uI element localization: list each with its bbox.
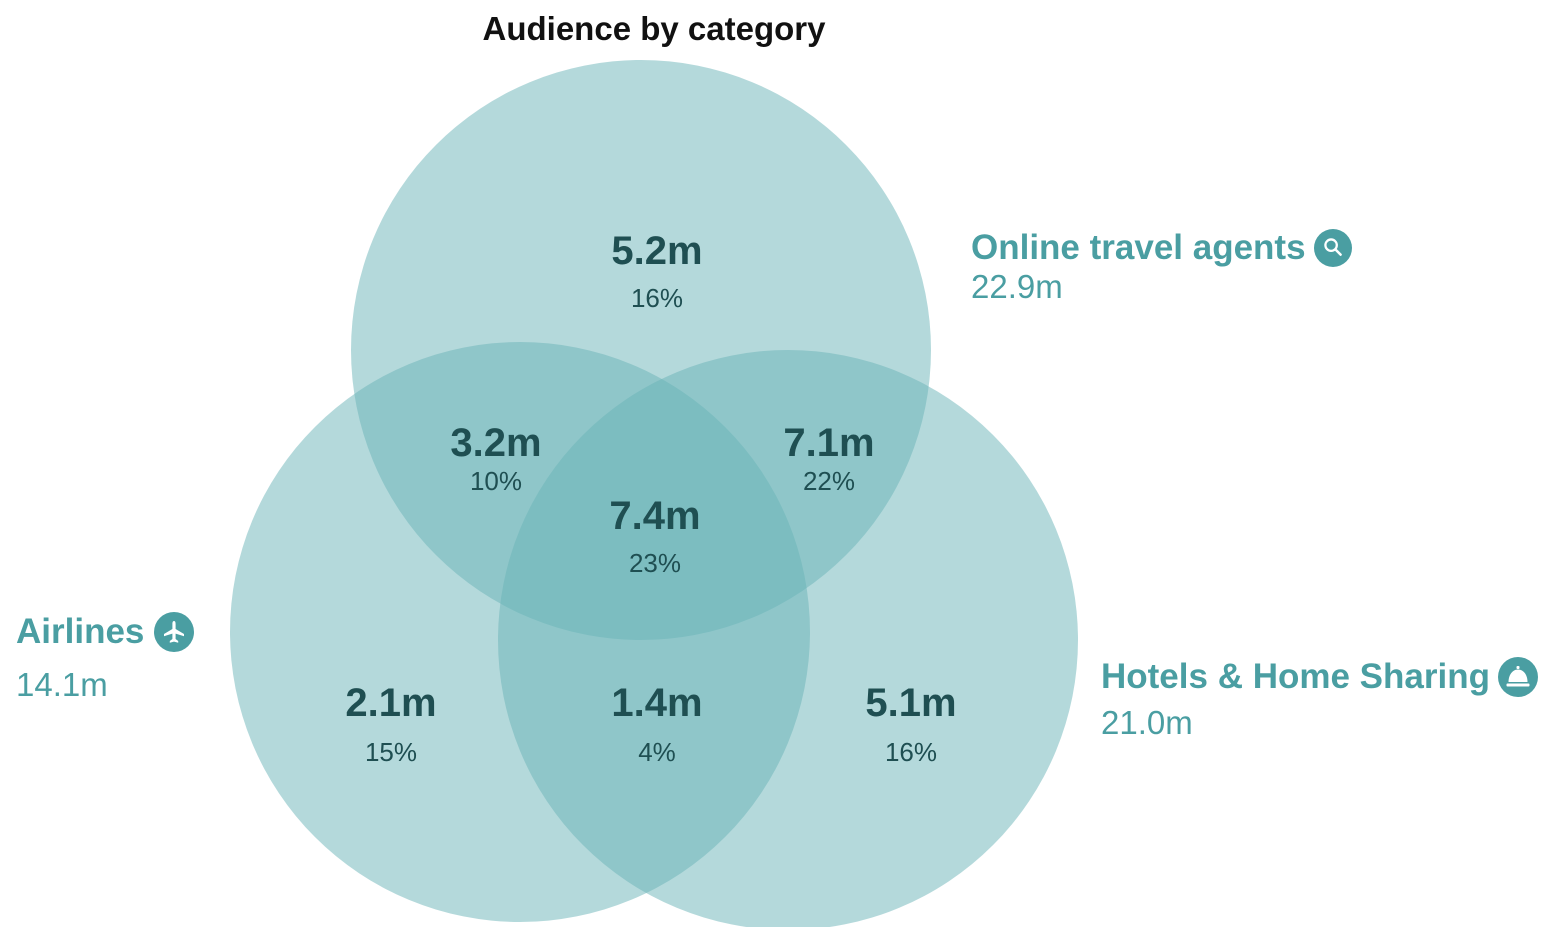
chart-title: Audience by category [482, 10, 826, 47]
region-percent: 22% [802, 466, 856, 496]
region-hotels-only: 5.1m 16% [791, 680, 1031, 767]
region-airlines-hotels: 1.4m 4% [537, 680, 777, 767]
set-total: 21.0m [1101, 704, 1193, 741]
search-icon [1313, 229, 1352, 267]
region-value: 1.4m [611, 681, 703, 725]
region-all-three: 7.4m 23% [535, 493, 775, 578]
set-label-online-travel-agents: Online travel agents 22.9m [971, 228, 1352, 306]
set-label-airlines: Airlines 14.1m [16, 612, 195, 704]
airplane-icon [154, 612, 195, 652]
region-value: 7.4m [609, 494, 701, 538]
set-name: Online travel agents [971, 228, 1306, 267]
region-ota-hotels: 7.1m 22% [709, 420, 949, 496]
region-percent: 16% [630, 283, 684, 313]
set-total: 22.9m [971, 268, 1063, 305]
set-name: Airlines [16, 612, 145, 651]
region-percent: 10% [469, 466, 523, 496]
region-value: 5.2m [611, 229, 703, 273]
region-percent: 23% [628, 548, 682, 578]
region-percent: 15% [364, 737, 418, 767]
region-value: 2.1m [345, 681, 437, 725]
circle-hotels-home-sharing [498, 350, 1078, 927]
region-value: 5.1m [865, 681, 957, 725]
region-value: 3.2m [450, 421, 542, 465]
region-value: 7.1m [783, 421, 875, 465]
set-name: Hotels & Home Sharing [1101, 657, 1490, 696]
region-percent: 4% [638, 737, 676, 767]
region-ota-only: 5.2m 16% [537, 228, 777, 313]
region-ota-airlines: 3.2m 10% [376, 420, 616, 496]
service-bell-icon [1497, 657, 1538, 697]
region-airlines-only: 2.1m 15% [271, 680, 511, 767]
region-percent: 16% [884, 737, 938, 767]
set-label-hotels-home-sharing: Hotels & Home Sharing 21.0m [1101, 657, 1538, 742]
set-total: 14.1m [16, 666, 108, 703]
